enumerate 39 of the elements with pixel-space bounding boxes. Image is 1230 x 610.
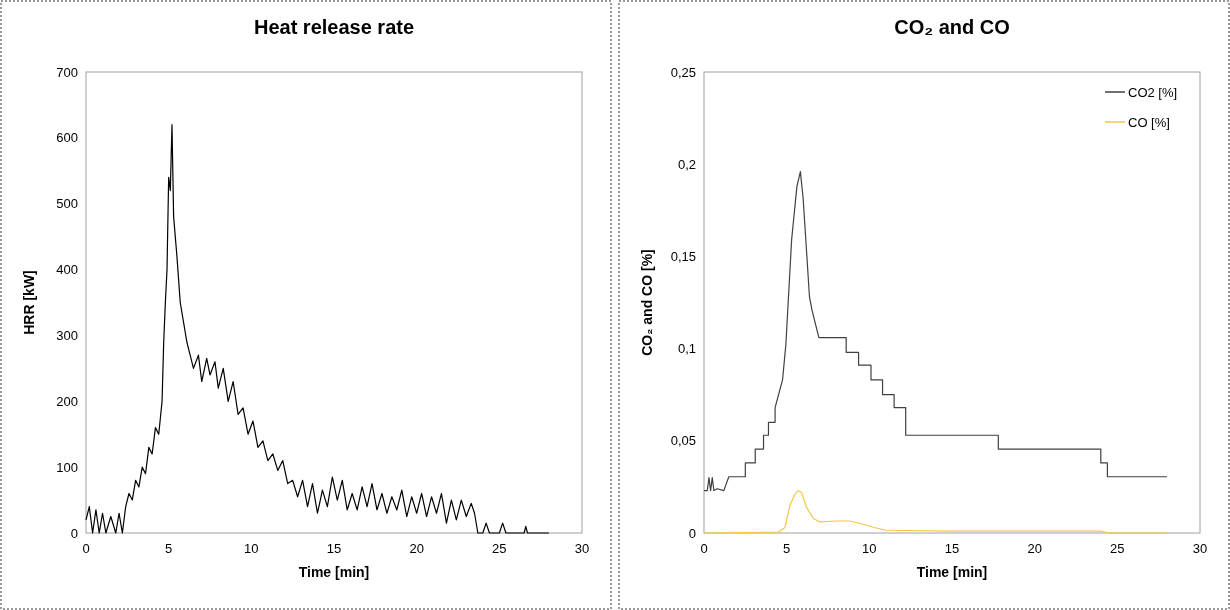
chart-title: Heat release rate xyxy=(253,16,415,38)
x-tick-label: 5 xyxy=(783,541,791,556)
legend-label: CO2 [%] xyxy=(1128,84,1178,100)
x-axis-title: Time [min] xyxy=(298,564,370,580)
x-tick-label: 15 xyxy=(326,541,342,556)
x-axis-title: Time [min] xyxy=(916,564,988,580)
y-tick-label: 0,1 xyxy=(677,341,696,357)
x-tick-label: 10 xyxy=(862,541,877,556)
y-tick-label: 0,15 xyxy=(670,248,696,264)
y-tick-label: 0,05 xyxy=(670,433,696,449)
chart-title: CO₂ and CO xyxy=(894,16,1010,38)
y-axis-title: CO₂ and CO [%] xyxy=(639,249,655,356)
x-tick-label: 15 xyxy=(944,541,960,556)
x-tick-label: 0 xyxy=(82,541,90,556)
legend-label: CO [%] xyxy=(1128,114,1170,130)
x-tick-label: 20 xyxy=(1027,541,1042,556)
y-tick-label: 100 xyxy=(56,459,78,475)
x-tick-label: 30 xyxy=(1192,541,1208,556)
y-tick-label: 200 xyxy=(56,393,78,409)
y-tick-label: 300 xyxy=(56,327,78,343)
x-tick-label: 25 xyxy=(1110,541,1125,556)
y-tick-label: 0,2 xyxy=(677,156,696,172)
y-tick-label: 0,25 xyxy=(670,64,696,80)
line-series xyxy=(703,170,1168,492)
x-tick-label: 0 xyxy=(700,541,708,556)
y-tick-label: 400 xyxy=(56,262,78,278)
line-series xyxy=(85,124,550,534)
y-tick-label: 500 xyxy=(56,196,78,212)
line-series xyxy=(703,489,1168,534)
y-axis-title: HRR [kW] xyxy=(21,270,37,335)
y-tick-label: 700 xyxy=(56,64,78,80)
y-tick-label: 0 xyxy=(688,525,696,541)
y-tick-label: 600 xyxy=(56,130,78,146)
x-tick-label: 10 xyxy=(244,541,259,556)
x-tick-label: 20 xyxy=(409,541,424,556)
x-tick-label: 25 xyxy=(492,541,507,556)
x-tick-label: 30 xyxy=(574,541,590,556)
y-tick-label: 0 xyxy=(70,525,78,541)
x-tick-label: 5 xyxy=(165,541,173,556)
